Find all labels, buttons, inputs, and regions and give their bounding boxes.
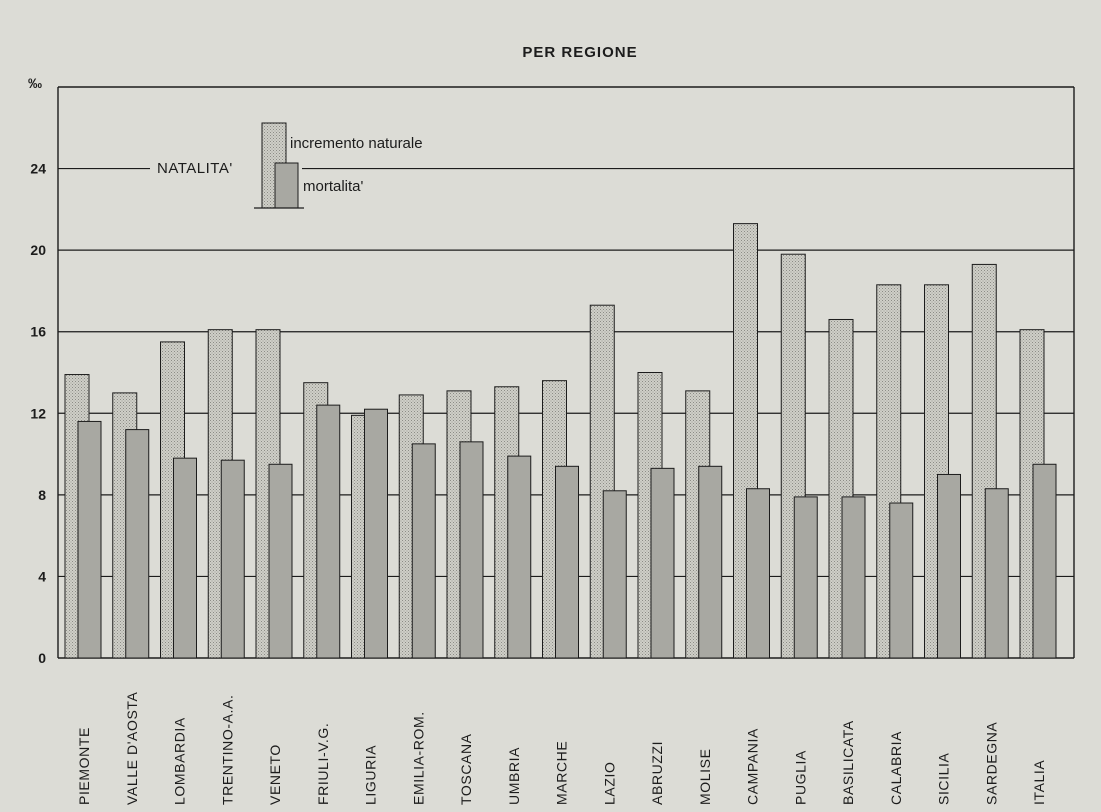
mortalita-bar [507,455,532,659]
y-tick-label: 8 [38,487,46,503]
x-tick-label: SICILIA [936,752,952,805]
mortalita-bar [746,488,770,659]
mortalita-bar [841,496,866,659]
x-tick-label: UMBRIA [506,747,522,805]
y-axis-unit: ‰ [28,75,42,91]
mortalita-bar [173,457,197,659]
x-tick-label: MARCHE [554,741,570,805]
x-tick-label: VENETO [267,744,283,805]
chart-title: PER REGIONE [522,44,637,61]
mortalita-bar [602,490,627,659]
legend-label-incremento: incremento naturale [290,135,423,152]
x-tick-label: FRIULI-V.G. [315,723,331,805]
mortalita-bar [984,488,1009,659]
mortalita-bar [793,496,818,659]
x-tick-label: CALABRIA [888,731,904,805]
legend-total-label: NATALITA' [157,160,233,177]
mortalita-bar [698,465,723,659]
y-tick-label: 24 [30,161,46,177]
mortalita-bar [77,420,102,659]
mortalita-bar [220,459,245,659]
y-tick-label: 20 [30,242,46,258]
mortalita-bar [316,404,341,659]
legend-label-mortalita: mortalita' [303,178,364,195]
y-tick-label: 16 [30,324,46,340]
x-tick-label: LOMBARDIA [172,717,188,805]
legend-mortalita-swatch [274,162,299,209]
x-tick-labels: PIEMONTE VALLE D'AOSTA LOMBARDIA TRENTINO-A… [76,692,1047,805]
x-tick-label: PIEMONTE [76,727,92,805]
x-tick-label: ITALIA [1031,760,1047,805]
mortalita-bar [364,408,388,659]
x-tick-label: ABRUZZI [649,741,665,805]
x-tick-label: PUGLIA [792,750,808,805]
mortalita-bar [889,502,914,659]
x-tick-label: TOSCANA [458,733,474,805]
mortalita-bar [125,429,150,659]
x-tick-label: LAZIO [601,762,617,805]
mortalita-bar [937,473,961,659]
mortalita-bar [411,443,436,659]
y-tick-label: 0 [38,650,46,666]
mortalita-bar [459,441,484,659]
mortalita-bar [555,465,579,659]
x-tick-label: BASILICATA [840,720,856,805]
x-tick-label: LIGURIA [363,745,379,805]
mortalita-bar [268,463,293,659]
y-tick-labels: 0 4 8 12 16 20 24 [30,161,46,666]
x-tick-label: EMILIA-ROM. [410,711,426,805]
y-tick-label: 4 [38,568,46,584]
y-tick-label: 12 [30,405,46,421]
mortalita-bar [650,467,675,659]
mortalita-bar [1032,463,1057,659]
x-tick-label: CAMPANIA [745,728,761,805]
legend: NATALITA' incremento naturale mortalita' [157,122,423,209]
x-tick-label: MOLISE [697,748,713,805]
bars [64,223,1057,659]
x-tick-label: TRENTINO-A.A. [219,695,235,805]
x-tick-label: SARDEGNA [983,722,999,805]
x-tick-label: VALLE D'AOSTA [124,692,140,805]
